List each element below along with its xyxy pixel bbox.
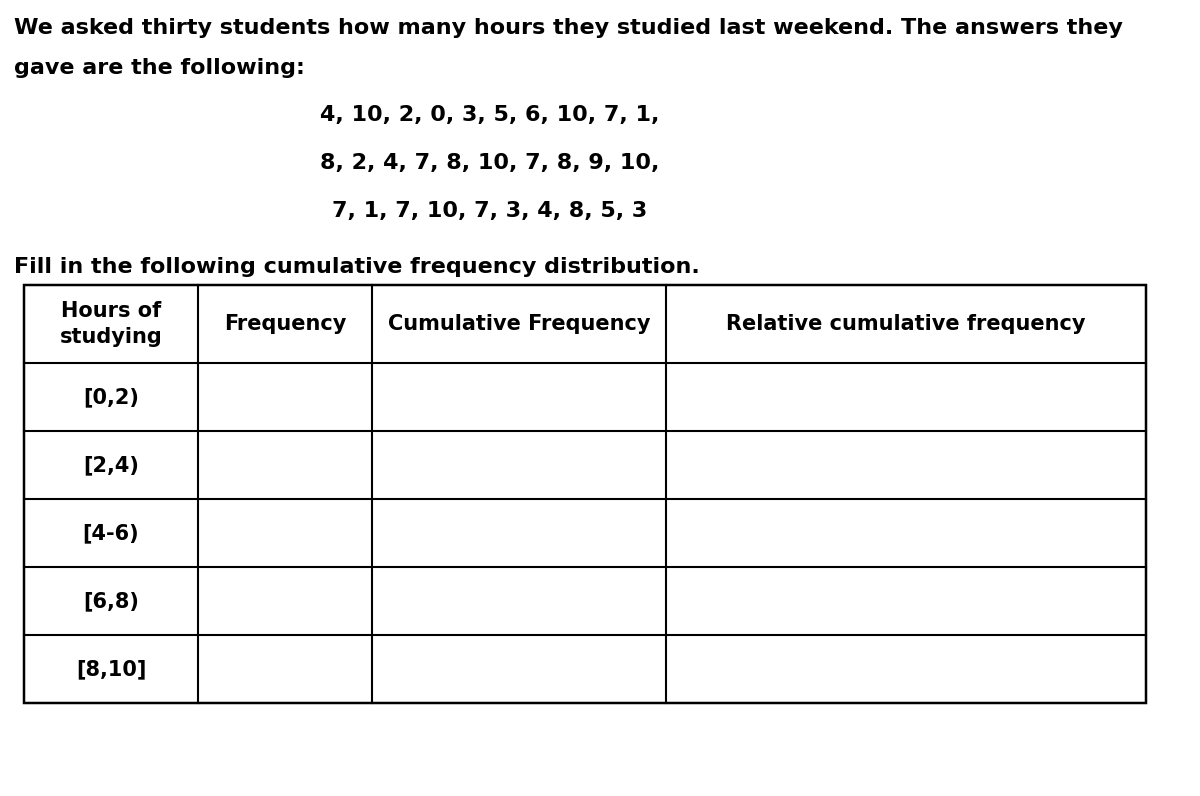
Text: Relative cumulative frequency: Relative cumulative frequency xyxy=(726,314,1086,334)
Text: [8,10]: [8,10] xyxy=(76,659,146,679)
Text: 4, 10, 2, 0, 3, 5, 6, 10, 7, 1,: 4, 10, 2, 0, 3, 5, 6, 10, 7, 1, xyxy=(320,105,660,125)
Text: Cumulative Frequency: Cumulative Frequency xyxy=(388,314,650,334)
Bar xyxy=(24,285,1146,703)
Text: Hours of
studying: Hours of studying xyxy=(60,301,162,347)
Text: [0,2): [0,2) xyxy=(83,387,139,407)
Text: [2,4): [2,4) xyxy=(83,455,139,475)
Text: gave are the following:: gave are the following: xyxy=(14,58,305,78)
Text: [4-6): [4-6) xyxy=(83,523,139,543)
Text: Frequency: Frequency xyxy=(224,314,346,334)
Text: Fill in the following cumulative frequency distribution.: Fill in the following cumulative frequen… xyxy=(14,257,700,277)
Text: 8, 2, 4, 7, 8, 10, 7, 8, 9, 10,: 8, 2, 4, 7, 8, 10, 7, 8, 9, 10, xyxy=(320,153,660,173)
Text: 7, 1, 7, 10, 7, 3, 4, 8, 5, 3: 7, 1, 7, 10, 7, 3, 4, 8, 5, 3 xyxy=(332,201,648,221)
Text: We asked thirty students how many hours they studied last weekend. The answers t: We asked thirty students how many hours … xyxy=(14,18,1123,38)
Text: [6,8): [6,8) xyxy=(83,591,139,611)
